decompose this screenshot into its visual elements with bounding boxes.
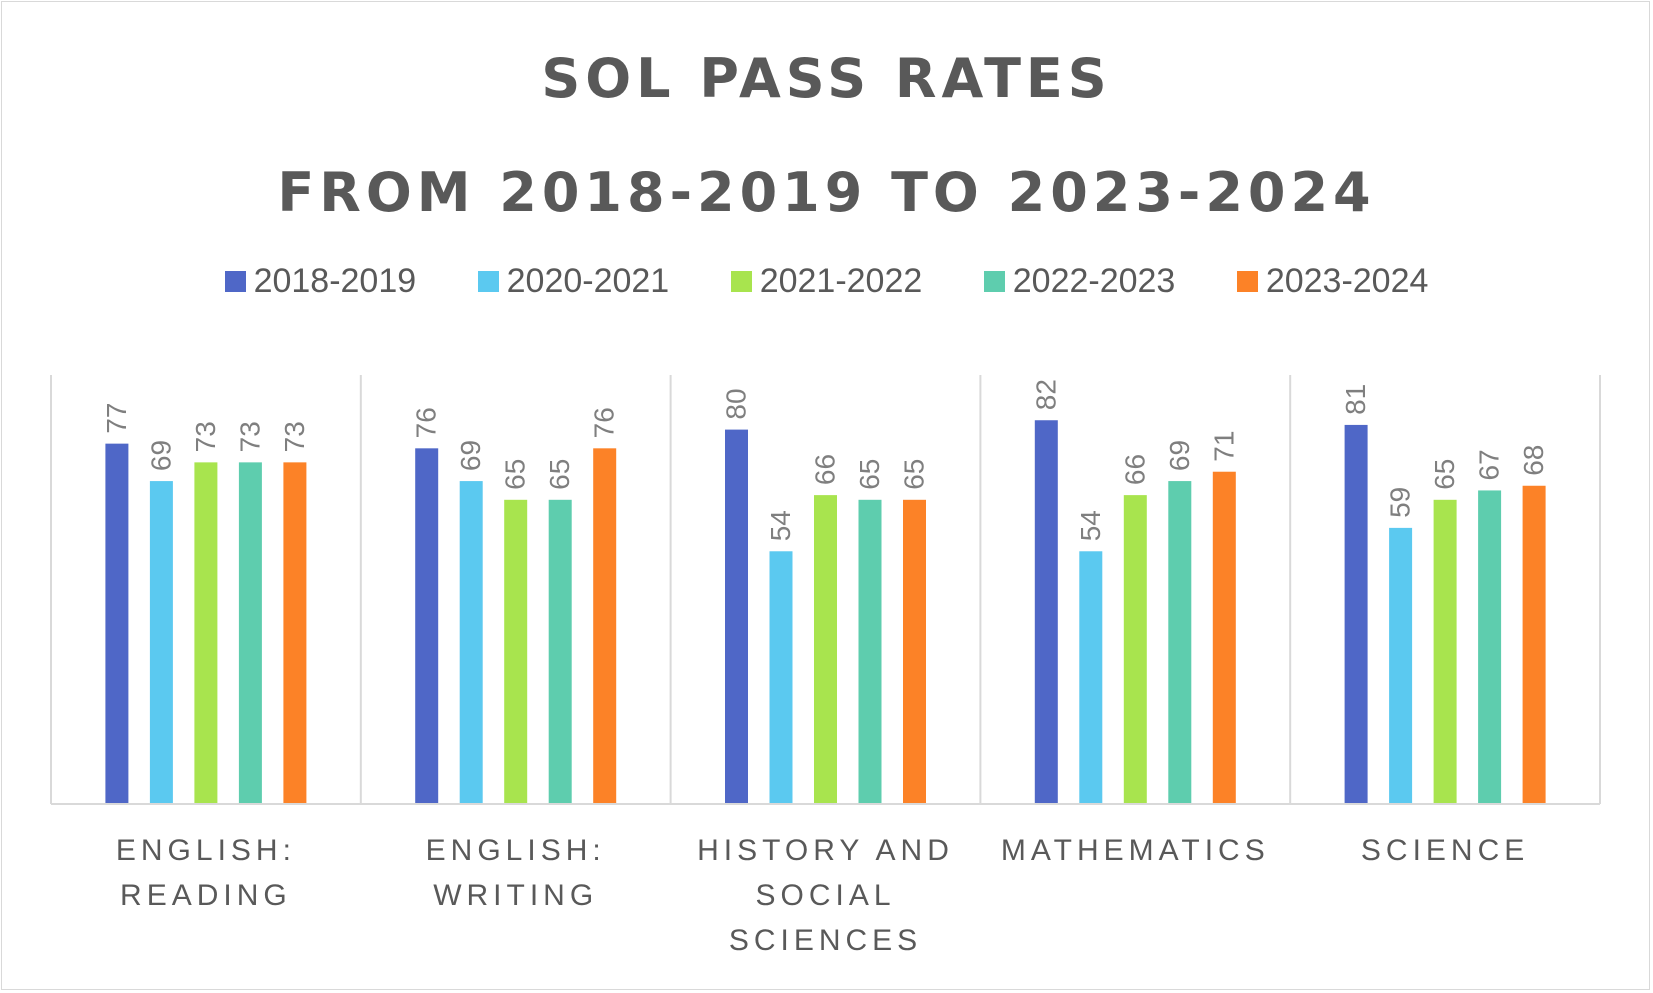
bar: [1478, 490, 1502, 804]
bar: [415, 448, 439, 804]
data-label: 65: [544, 459, 575, 490]
data-label: 68: [1518, 445, 1549, 476]
category-label: ENGLISH:: [426, 834, 606, 867]
legend-swatch: [477, 271, 499, 292]
data-label: 76: [411, 407, 442, 438]
legend-label: 2018-2019: [253, 262, 417, 300]
data-label: 65: [899, 459, 930, 490]
bar: [858, 499, 882, 804]
data-label: 54: [1075, 510, 1106, 541]
bar: [194, 462, 218, 804]
data-label: 82: [1030, 379, 1061, 410]
data-label: 77: [101, 402, 132, 433]
data-label: 66: [810, 454, 841, 485]
bar: [814, 495, 837, 804]
bar: [1168, 481, 1192, 804]
legend-item: 2020-2021: [477, 262, 670, 301]
category-label: MATHEMATICS: [1001, 834, 1270, 867]
legend-label: 2021-2022: [759, 262, 923, 300]
bar: [1433, 499, 1457, 804]
bar: [1123, 495, 1147, 804]
legend-item: 2018-2019: [224, 262, 417, 301]
legend-label: 2023-2024: [1265, 262, 1429, 300]
legend-swatch: [1236, 271, 1258, 292]
legend-item: 2021-2022: [730, 262, 923, 301]
bar: [238, 462, 262, 804]
legend-swatch: [730, 271, 752, 292]
bar: [1344, 424, 1368, 804]
data-label: 67: [1474, 449, 1505, 480]
data-label: 69: [455, 440, 486, 471]
bar: [1522, 485, 1546, 804]
category-label: SCIENCE: [1361, 834, 1529, 867]
chart-title-line-1: SOL PASS RATES: [541, 47, 1112, 110]
category-label: HISTORY AND: [697, 834, 954, 867]
legend-item: 2023-2024: [1236, 262, 1429, 301]
data-label: 69: [145, 440, 176, 471]
bar: [149, 481, 173, 804]
data-label: 59: [1385, 487, 1416, 518]
bar: [725, 429, 748, 804]
data-label: 81: [1340, 384, 1371, 415]
bar: [1034, 420, 1058, 804]
data-label: 69: [1164, 440, 1195, 471]
data-label: 65: [500, 459, 531, 490]
bar: [504, 499, 528, 804]
chart-title-line-2: FROM 2018-2019 TO 2023-2024: [277, 161, 1376, 224]
data-label: 73: [190, 421, 221, 452]
data-label: 65: [854, 459, 885, 490]
legend-swatch: [983, 271, 1005, 292]
bar: [283, 462, 307, 804]
bar: [548, 499, 572, 804]
bar: [1389, 527, 1413, 804]
category-label: SOCIAL: [755, 879, 895, 912]
bar: [1079, 551, 1103, 804]
bar: [593, 448, 617, 804]
data-label: 73: [234, 421, 265, 452]
data-label: 73: [279, 421, 310, 452]
legend-label: 2022-2023: [1012, 262, 1176, 300]
legend-label: 2020-2021: [506, 262, 670, 300]
category-label: ENGLISH:: [116, 834, 296, 867]
category-label: SCIENCES: [729, 924, 922, 957]
category-label: WRITING: [433, 879, 598, 912]
category-label: READING: [120, 879, 292, 912]
data-label: 71: [1208, 431, 1239, 462]
data-label: 76: [589, 407, 620, 438]
chart-title: SOL PASS RATES FROM 2018-2019 TO 2023-20…: [0, 48, 1653, 224]
legend: 2018-2019 2020-2021 2021-2022 2022-2023 …: [0, 262, 1653, 301]
bar: [769, 551, 793, 804]
data-label: 65: [1429, 459, 1460, 490]
legend-item: 2022-2023: [983, 262, 1176, 301]
bar: [903, 499, 926, 804]
data-label: 54: [765, 510, 796, 541]
data-label: 80: [721, 388, 752, 419]
data-label: 66: [1119, 454, 1150, 485]
bar: [105, 443, 129, 804]
bar: [459, 481, 483, 804]
bar: [1212, 471, 1236, 804]
legend-swatch: [224, 271, 246, 292]
